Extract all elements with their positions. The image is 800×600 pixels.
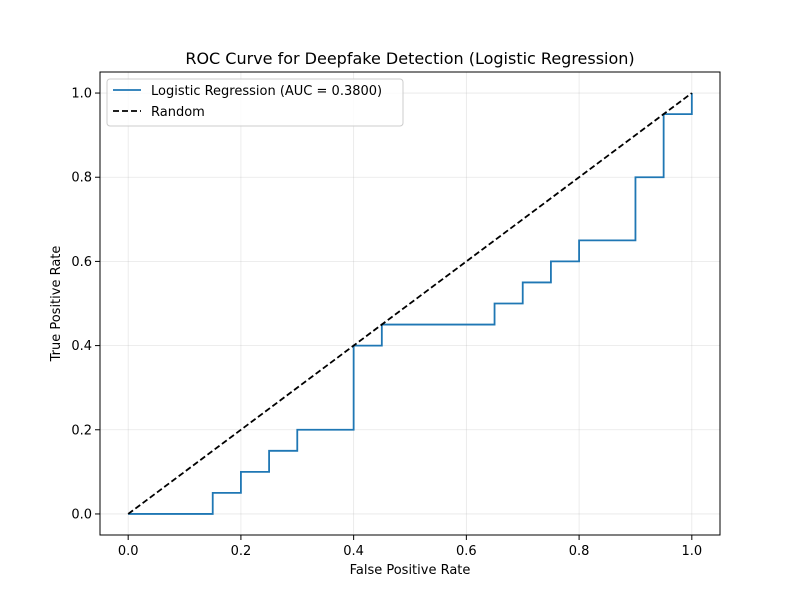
series-layer [127,92,693,515]
x-tick-label: 0.8 [569,544,590,559]
y-axis-title: True Positive Rate [49,246,64,363]
x-tick-label: 0.6 [456,544,477,559]
x-axis-title: False Positive Rate [350,563,471,578]
legend-box [106,78,404,127]
tick-layer: 0.0 0.2 0.4 0.6 0.8 1.0 0.0 0.2 0.4 0.6 0.8 1.0 [71,87,702,559]
series-line-random [127,92,693,515]
y-tick-label: 0.2 [71,423,92,438]
y-tick-label: 0.4 [71,339,92,354]
y-tick-label: 0.6 [71,255,92,270]
y-tick-label: 0.0 [71,507,92,522]
x-tick-label: 0.2 [231,544,252,559]
y-tick-label: 1.0 [71,87,92,102]
chart-title: ROC Curve for Deepfake Detection (Logist… [185,49,634,68]
legend-label-logistic: Logistic Regression (AUC = 0.3800) [151,84,382,99]
series-line-logistic-regression [128,93,693,515]
legend: Logistic Regression (AUC = 0.3800) Rando… [106,78,404,127]
x-tick-label: 1.0 [681,544,702,559]
plot-frame [99,71,721,536]
x-tick-label: 0.4 [343,544,364,559]
grid-layer [100,72,720,535]
legend-label-random: Random [151,105,205,120]
y-tick-label: 0.8 [71,171,92,186]
x-tick-label: 0.0 [118,544,139,559]
